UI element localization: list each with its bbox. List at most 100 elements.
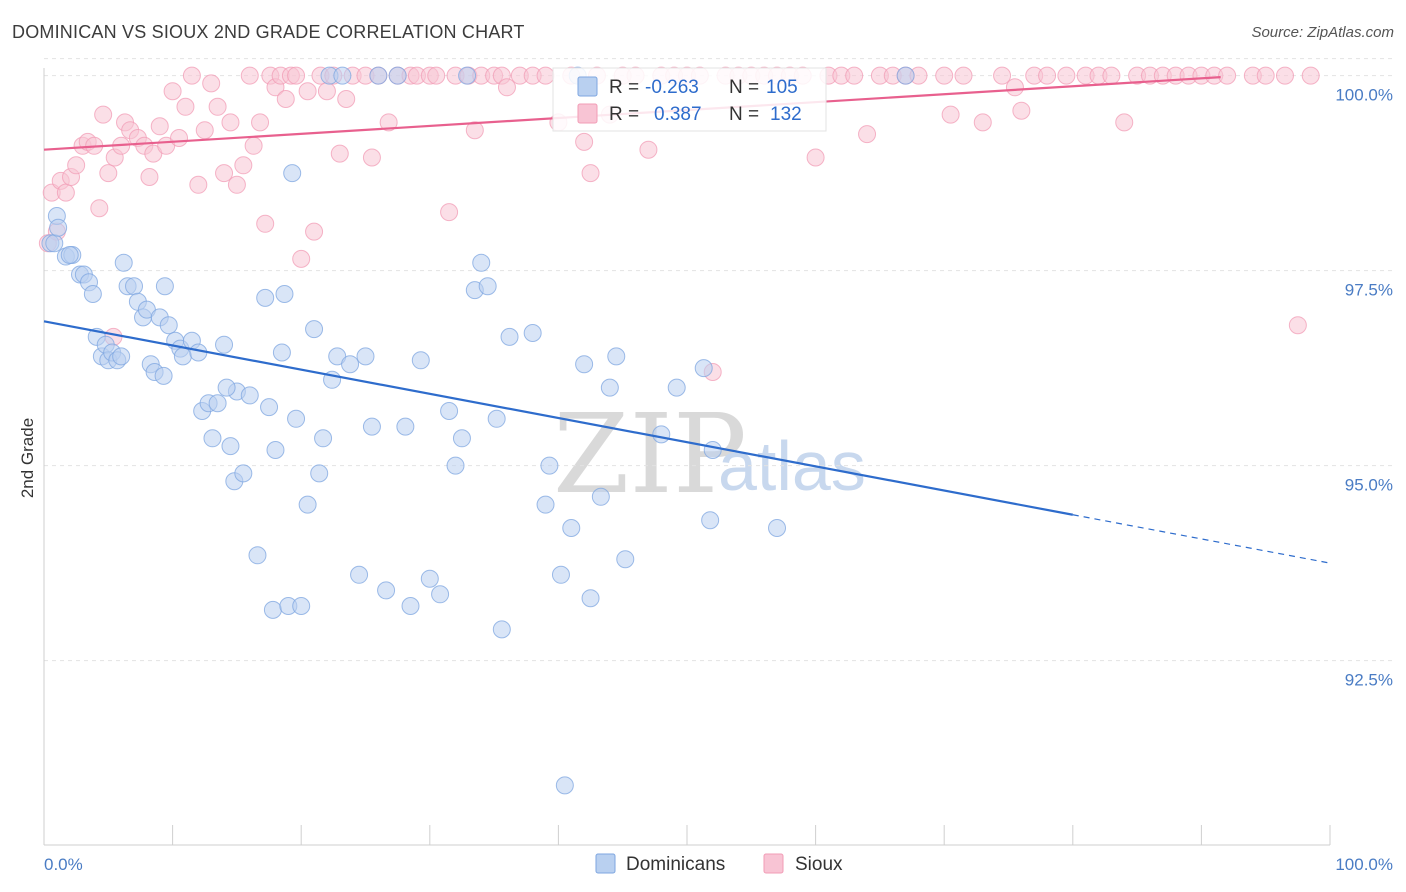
sioux-point [140,168,159,186]
sioux-point [195,121,214,140]
dominicans-point [600,378,619,397]
sioux-point [858,125,877,144]
sioux-point [497,78,516,97]
dominicans-point [215,335,234,354]
dominicans-point [431,585,450,604]
dominicans-point [472,253,491,272]
dominicans-r-value: -0.263 [645,77,699,98]
source-credit: Source: ZipAtlas.com [1251,24,1394,41]
dominicans-point [266,441,285,459]
sioux-point [954,66,973,85]
sioux-point [1256,66,1275,85]
dominicans-point [523,324,542,342]
sioux-point [227,175,246,194]
dominicans-point [591,487,610,506]
dominicans-point [287,409,306,428]
dominicans-point [341,355,360,374]
sioux-swatch [577,103,598,124]
dominicans-point [896,66,915,85]
sioux-point [170,129,189,147]
dominicans-point [411,351,430,370]
sioux-point [1005,78,1024,97]
dominicans-point [701,511,720,530]
sioux-point [150,117,169,136]
dominicans-point [260,398,279,417]
sioux-point [56,183,75,202]
dominicans-point [173,347,192,366]
dominicans-trend-line-extension [1072,514,1331,564]
y-tick-labels: 100.0% 97.5% 95.0% 92.5% [1335,86,1393,690]
dominicans-point [208,394,227,413]
legend-sioux-label: Sioux [795,854,843,875]
sioux-point [1057,66,1076,85]
sioux-point [234,156,253,175]
dominicans-point [45,234,64,253]
dominicans-point [396,417,415,436]
stats-legend: R = -0.263 N = 105 R = 0.387 N = 132 [552,67,827,132]
dominicans-point [478,277,497,296]
sioux-point [99,164,118,183]
sioux-r-label: R = [609,104,639,125]
sioux-point [337,90,356,108]
sioux-point [581,164,600,183]
dominicans-point [350,565,369,584]
dominicans-point [217,378,236,397]
dominicans-point [388,66,407,85]
dominicans-point [607,347,626,366]
sioux-point [221,113,240,132]
sioux-point [287,66,306,85]
dominicans-point [310,464,329,483]
dominicans-point [652,425,671,444]
dominicans-point [369,66,388,85]
dominicans-point [234,464,253,483]
sioux-point [67,156,86,175]
dominicans-point [551,565,570,584]
dominicans-n-value: 105 [766,77,798,98]
dominicans-point [203,429,222,448]
chart-title: DOMINICAN VS SIOUX 2ND GRADE CORRELATION… [12,22,525,42]
sioux-point [806,148,825,167]
dominicans-point [248,546,267,565]
y-tick-label: 95.0% [1345,476,1393,495]
dominicans-point [159,316,178,335]
dominicans-point [575,355,594,374]
sioux-r-value: 0.387 [654,104,702,125]
sioux-point [639,140,658,159]
sioux-point [536,66,555,85]
sioux-point [1275,66,1294,85]
dominicans-point [540,456,559,475]
sioux-point [1288,316,1307,335]
sioux-point [427,66,446,85]
y-axis-label: 2nd Grade [18,418,37,498]
dominicans-point [377,581,396,600]
sioux-point [208,97,227,116]
sioux-n-label: N = [729,104,759,125]
dominicans-point [667,378,686,397]
dominicans-point [275,285,294,303]
sioux-point [215,164,234,183]
dominicans-point [616,550,635,569]
dominicans-point [263,600,282,619]
sioux-point [90,199,109,218]
dominicans-point [298,495,317,514]
legend-dominicans-label: Dominicans [626,854,725,875]
dominicans-point [60,246,79,264]
dominicans-point [155,277,174,296]
dominicans-point [401,597,420,615]
dominicans-point [440,402,459,420]
sioux-point [276,90,295,108]
sioux-point [362,148,381,167]
sioux-n-value: 132 [770,104,802,125]
dominicans-n-label: N = [729,77,759,98]
sioux-point [202,74,221,93]
sioux-point [163,82,182,101]
dominicans-point [536,495,555,514]
legend-sioux-swatch [763,853,784,874]
dominicans-swatch [577,76,598,97]
dominicans-trend-line [43,320,1074,516]
dominicans-point [256,288,275,307]
dominicans-point [703,441,722,459]
dominicans-point [446,456,465,475]
x-tick-label: 100.0% [1335,855,1393,874]
